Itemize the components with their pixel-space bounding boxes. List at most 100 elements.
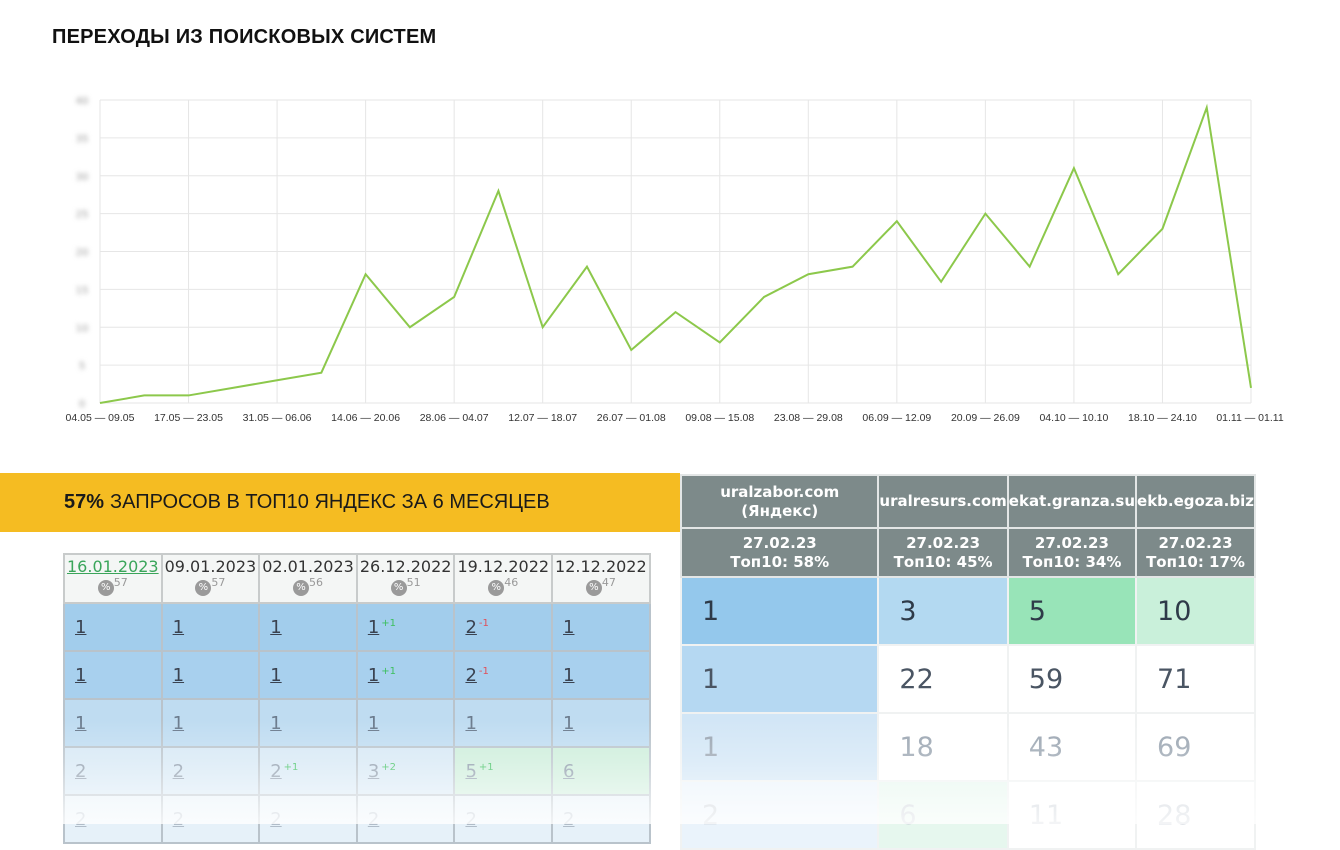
position-cell: 1: [162, 651, 260, 699]
y-tick-label: 30: [76, 172, 89, 183]
position-cell: 28: [1136, 781, 1255, 849]
position-cell: 2: [454, 795, 552, 843]
position-link[interactable]: 1: [368, 617, 379, 638]
position-cell: 59: [1008, 645, 1136, 713]
position-link[interactable]: 1: [75, 617, 86, 638]
position-delta: -1: [479, 666, 489, 677]
position-link[interactable]: 2: [465, 809, 476, 830]
position-link[interactable]: 2: [173, 761, 184, 782]
position-cell: 3+2: [357, 747, 455, 795]
x-tick-label: 18.10 — 24.10: [1128, 412, 1197, 424]
position-delta: +1: [381, 618, 396, 629]
series-line: [100, 108, 1251, 403]
date-link[interactable]: 09.01.2023: [165, 557, 257, 576]
position-link[interactable]: 2: [75, 809, 86, 830]
percent-icon: %: [586, 580, 602, 596]
position-cell: 1: [259, 651, 357, 699]
date-link[interactable]: 26.12.2022: [360, 557, 452, 576]
position-link[interactable]: 2: [173, 809, 184, 830]
position-link[interactable]: 1: [270, 617, 281, 638]
position-link[interactable]: 2: [465, 617, 476, 638]
position-link[interactable]: 1: [173, 665, 184, 686]
top10-banner: 57%ЗАПРОСОВ В ТОП10 ЯНДЕКС ЗА 6 МЕСЯЦЕВ: [0, 473, 680, 532]
position-link[interactable]: 2: [465, 665, 476, 686]
date-link[interactable]: 12.12.2022: [555, 557, 647, 576]
x-tick-label: 14.06 — 20.06: [331, 412, 400, 424]
date-column-header[interactable]: 26.12.2022%51: [357, 554, 455, 603]
position-cell: 2: [162, 795, 260, 843]
percent-icon: %: [195, 580, 211, 596]
position-cell: 1: [259, 699, 357, 747]
position-cell: 11: [1008, 781, 1136, 849]
position-cell: 1: [552, 603, 650, 651]
position-link[interactable]: 1: [75, 713, 86, 734]
position-link[interactable]: 6: [563, 761, 574, 782]
position-cell: 2: [357, 795, 455, 843]
x-tick-label: 17.05 — 23.05: [154, 412, 223, 424]
position-cell: 1: [681, 713, 878, 781]
x-tick-label: 28.06 — 04.07: [420, 412, 489, 424]
y-tick-label: 20: [76, 248, 89, 259]
position-link[interactable]: 1: [270, 665, 281, 686]
position-link[interactable]: 1: [270, 713, 281, 734]
date-column-header[interactable]: 16.01.2023%57: [64, 554, 162, 603]
y-tick-label: 25: [76, 210, 89, 221]
top10-share: Топ10: 34%: [1009, 553, 1135, 572]
position-cell: 1: [681, 645, 878, 713]
position-cell: 2: [64, 747, 162, 795]
date-column-header[interactable]: 02.01.2023%56: [259, 554, 357, 603]
position-cell: 3: [878, 577, 1007, 645]
position-link[interactable]: 2: [368, 809, 379, 830]
position-cell: 1+1: [357, 651, 455, 699]
position-cell: 1: [259, 603, 357, 651]
position-cell: 2: [552, 795, 650, 843]
position-cell: 1: [357, 699, 455, 747]
position-link[interactable]: 1: [75, 665, 86, 686]
position-cell: 22: [878, 645, 1007, 713]
top10-percent: 56: [309, 576, 323, 589]
position-delta: +1: [479, 762, 494, 773]
percent-icon: %: [98, 580, 114, 596]
position-link[interactable]: 1: [563, 713, 574, 734]
x-tick-label: 04.05 — 09.05: [66, 412, 135, 424]
position-cell: 1: [681, 577, 878, 645]
y-tick-label: 15: [76, 285, 89, 296]
top10-share: Топ10: 17%: [1137, 553, 1254, 572]
position-cell: 1+1: [357, 603, 455, 651]
percent-icon: %: [488, 580, 504, 596]
position-link[interactable]: 2: [270, 761, 281, 782]
position-link[interactable]: 1: [465, 713, 476, 734]
position-cell: 18: [878, 713, 1007, 781]
position-delta: -1: [479, 618, 489, 629]
top10-percent: 46: [504, 576, 518, 589]
y-tick-label: 35: [76, 134, 89, 145]
date-link[interactable]: 16.01.2023: [67, 557, 159, 576]
date-column-header[interactable]: 12.12.2022%47: [552, 554, 650, 603]
position-link[interactable]: 2: [563, 809, 574, 830]
position-link[interactable]: 1: [563, 665, 574, 686]
position-cell: 1: [162, 603, 260, 651]
date-link[interactable]: 02.01.2023: [262, 557, 354, 576]
check-date: 27.02.23: [682, 534, 877, 553]
position-cell: 1: [162, 699, 260, 747]
position-link[interactable]: 1: [368, 713, 379, 734]
position-cell: 43: [1008, 713, 1136, 781]
date-column-header[interactable]: 19.12.2022%46: [454, 554, 552, 603]
position-link[interactable]: 1: [563, 617, 574, 638]
date-link[interactable]: 19.12.2022: [457, 557, 549, 576]
position-link[interactable]: 5: [465, 761, 476, 782]
position-cell: 2: [162, 747, 260, 795]
date-column-header[interactable]: 09.01.2023%57: [162, 554, 260, 603]
position-cell: 5+1: [454, 747, 552, 795]
position-link[interactable]: 2: [75, 761, 86, 782]
position-link[interactable]: 1: [173, 617, 184, 638]
position-link[interactable]: 2: [270, 809, 281, 830]
position-link[interactable]: 1: [368, 665, 379, 686]
position-link[interactable]: 3: [368, 761, 379, 782]
position-link[interactable]: 1: [173, 713, 184, 734]
